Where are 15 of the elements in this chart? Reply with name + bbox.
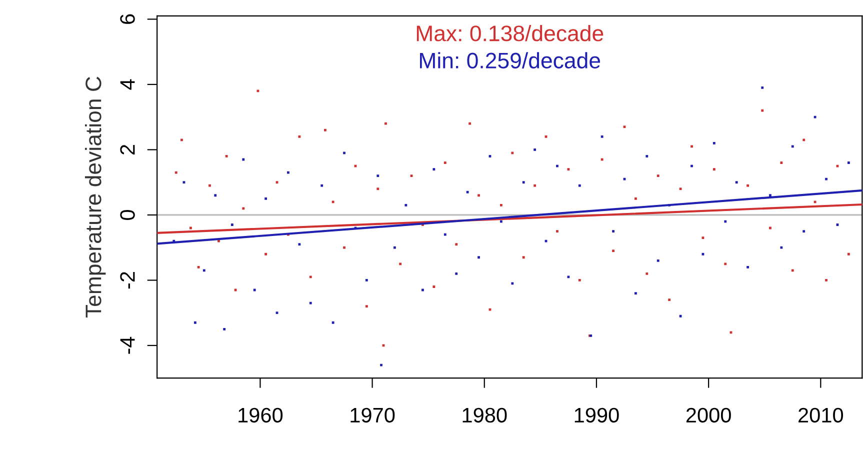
annotation: Min: 0.259/decade xyxy=(420,52,600,68)
y-tick-label: 0 xyxy=(120,210,135,220)
y-tick-label: 2 xyxy=(120,144,135,154)
y-tick-label: -2 xyxy=(120,272,135,289)
annotation: Max: 0.138/decade xyxy=(416,24,604,42)
y-tick-label: 4 xyxy=(120,79,135,90)
y-axis-title: Temperature deviation C xyxy=(84,76,106,318)
y-tick-label: 6 xyxy=(120,14,135,24)
x-tick-label: 2010 xyxy=(798,408,844,423)
x-tick-label: 1960 xyxy=(238,408,283,423)
x-tick-label: 2000 xyxy=(686,408,731,423)
y-tick-label: -4 xyxy=(120,336,135,354)
x-tick-label: 1990 xyxy=(574,408,619,423)
x-tick-label: 1980 xyxy=(462,408,507,423)
x-tick-label: 1970 xyxy=(350,408,395,423)
